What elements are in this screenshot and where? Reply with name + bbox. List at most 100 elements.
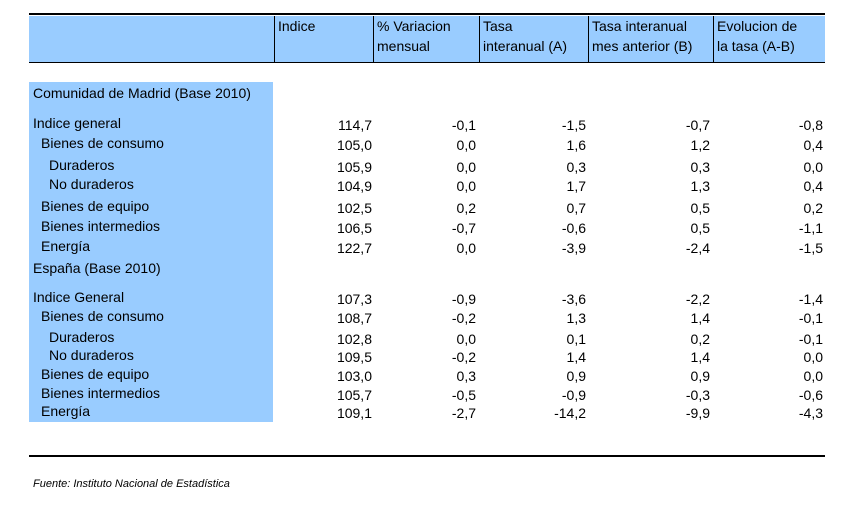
row-label-column — [29, 82, 273, 422]
cell-value: -0,1 — [798, 331, 823, 347]
row-label: No duraderos — [49, 347, 134, 363]
header-tasa-line1: Tasa — [483, 18, 513, 34]
cell-value: 1,4 — [566, 349, 586, 365]
cell-value: -14,2 — [554, 405, 586, 421]
cell-value: -0,8 — [798, 117, 823, 133]
cell-value: -0,6 — [798, 387, 823, 403]
cell-value: -2,2 — [685, 291, 710, 307]
cell-value: 1,6 — [566, 137, 586, 153]
cell-value: 0,5 — [690, 220, 710, 236]
cell-value: -0,5 — [451, 387, 476, 403]
row-label: Bienes de consumo — [41, 308, 164, 324]
spain-section-title: España (Base 2010) — [33, 260, 161, 276]
cell-value: 102,8 — [336, 331, 372, 347]
row-label: Energía — [41, 403, 91, 419]
header-tasa-line2: interanual (A) — [483, 38, 568, 54]
table-header: Indice % Variacion mensual Tasa interanu… — [29, 16, 825, 63]
cell-value: 0,4 — [803, 137, 823, 153]
cell-value: 103,0 — [336, 368, 372, 384]
cell-value: 0,0 — [456, 331, 476, 347]
cell-value: 0,4 — [803, 178, 823, 194]
cell-value: -2,4 — [685, 240, 710, 256]
cell-value: 109,1 — [336, 405, 372, 421]
cell-value: 0,9 — [566, 368, 586, 384]
cell-value: 0,0 — [456, 178, 476, 194]
cell-value: -3,6 — [561, 291, 586, 307]
header-evolucion-line2: la tasa (A-B) — [717, 38, 795, 54]
cell-value: -0,6 — [561, 220, 586, 236]
header-col-tasa-anterior: Tasa interanual mes anterior (B) — [588, 16, 713, 62]
cell-value: 104,9 — [336, 178, 372, 194]
cell-value: -1,5 — [798, 240, 823, 256]
cell-value: -0,9 — [561, 387, 586, 403]
header-col-indice: Indice — [274, 16, 373, 62]
header-col-tasa: Tasa interanual (A) — [479, 16, 588, 62]
cell-value: -0,3 — [685, 387, 710, 403]
cell-value: 1,2 — [690, 137, 710, 153]
cell-value: 122,7 — [336, 240, 372, 256]
header-col-evolucion: Evolucion de la tasa (A-B) — [713, 16, 825, 62]
cell-value: 108,7 — [336, 310, 372, 326]
cell-value: -1,5 — [561, 117, 586, 133]
cell-value: -3,9 — [561, 240, 586, 256]
cell-value: -9,9 — [685, 405, 710, 421]
madrid-section-title: Comunidad de Madrid (Base 2010) — [33, 85, 251, 101]
cell-value: 1,4 — [690, 349, 710, 365]
cell-value: 106,5 — [336, 220, 372, 236]
cell-value: 0,0 — [803, 159, 823, 175]
cell-value: 0,0 — [803, 368, 823, 384]
row-label: Bienes intermedios — [41, 385, 161, 401]
cell-value: 0,1 — [566, 331, 586, 347]
cell-value: 0,0 — [456, 159, 476, 175]
header-col-label — [29, 16, 274, 62]
row-label: Bienes de equipo — [41, 198, 150, 214]
cell-value: 109,5 — [336, 349, 372, 365]
cell-value: -0,9 — [451, 291, 476, 307]
cell-value: 105,9 — [336, 159, 372, 175]
cell-value: 0,0 — [803, 349, 823, 365]
cell-value: -0,2 — [451, 349, 476, 365]
cell-value: 0,5 — [690, 200, 710, 216]
row-label: Energía — [41, 238, 91, 254]
cell-value: 105,7 — [336, 387, 372, 403]
row-label: Indice general — [33, 115, 121, 131]
row-label: Indice General — [33, 289, 125, 305]
cell-value: 107,3 — [336, 291, 372, 307]
table-bottom-rule — [29, 455, 825, 457]
cell-value: 0,2 — [456, 200, 476, 216]
cell-value: 1,7 — [566, 178, 586, 194]
table-top-rule — [29, 13, 825, 15]
row-label: Duraderos — [49, 157, 115, 173]
cell-value: 114,7 — [338, 117, 372, 133]
row-label: Bienes de equipo — [41, 366, 150, 382]
cell-value: 0,9 — [690, 368, 710, 384]
cell-value: 0,2 — [690, 331, 710, 347]
cell-value: -1,4 — [798, 291, 823, 307]
cell-value: -0,7 — [451, 220, 476, 236]
cell-value: 0,2 — [803, 200, 823, 216]
row-label: Duraderos — [49, 329, 115, 345]
cell-value: 0,7 — [566, 200, 586, 216]
cell-value: 1,4 — [690, 310, 710, 326]
header-variacion-line2: mensual — [377, 38, 430, 54]
cell-value: -4,3 — [798, 405, 823, 421]
cell-value: -0,2 — [451, 310, 476, 326]
source-note: Fuente: Instituto Nacional de Estadístic… — [33, 478, 230, 490]
cell-value: 0,0 — [456, 137, 476, 153]
cell-value: 105,0 — [336, 137, 372, 153]
cell-value: 0,3 — [456, 368, 476, 384]
header-indice-text: Indice — [278, 18, 316, 34]
row-label: Bienes intermedios — [41, 218, 161, 234]
cell-value: 0,3 — [690, 159, 710, 175]
row-label: No duraderos — [49, 176, 134, 192]
cell-value: 1,3 — [566, 310, 586, 326]
header-variacion-line1: % Variacion — [377, 18, 451, 34]
cell-value: 0,3 — [566, 159, 586, 175]
header-col-variacion: % Variacion mensual — [373, 16, 479, 62]
cell-value: 102,5 — [336, 200, 372, 216]
row-label: Bienes de consumo — [41, 135, 164, 151]
cell-value: -0,7 — [685, 117, 710, 133]
cell-value: 0,0 — [456, 240, 476, 256]
cell-value: -0,1 — [798, 310, 823, 326]
cell-value: -0,1 — [451, 117, 476, 133]
